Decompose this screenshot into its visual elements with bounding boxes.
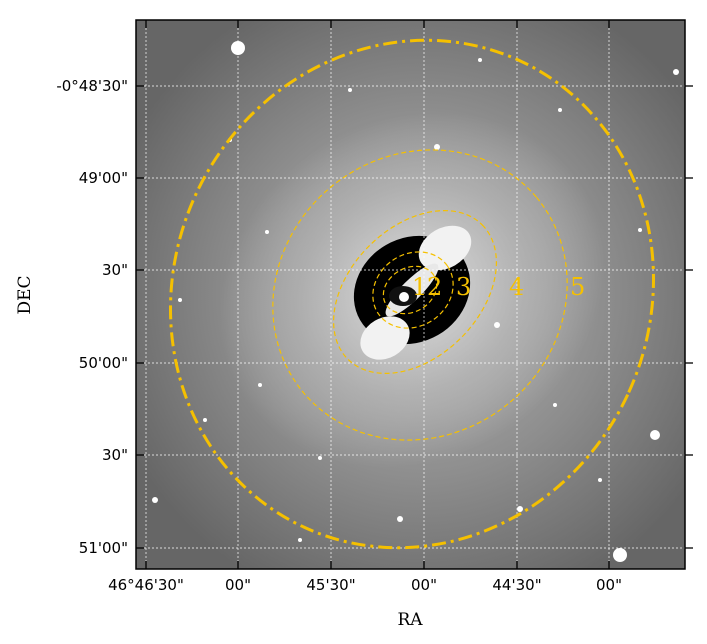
ring-label-1: 1 (412, 273, 427, 301)
y-axis-title: DEC (15, 275, 35, 314)
y-tick-label: -0°48'30" (56, 77, 128, 95)
galaxy-image: 1 2 3 4 5 (136, 20, 685, 569)
x-tick-label: 00" (596, 576, 622, 594)
x-tick-label: 46°46'30" (108, 576, 184, 594)
galaxy-core (353, 225, 472, 360)
contour-5 (168, 38, 656, 550)
y-tick-label: 30" (102, 446, 128, 464)
axis-ticks (136, 20, 693, 569)
ring-label-5: 5 (570, 273, 585, 301)
y-tick-labels: -0°48'30" 49'00" 30" 50'00" 30" 51'00" (56, 77, 128, 557)
isophote-contours (168, 38, 656, 550)
contour-3 (333, 210, 497, 374)
ring-label-4: 4 (509, 273, 524, 301)
contour-4 (272, 149, 568, 441)
plot-frame (135, 19, 686, 570)
contour-1 (382, 265, 438, 315)
ring-label-2: 2 (427, 273, 442, 301)
contour-2 (372, 251, 454, 329)
x-tick-label: 00" (225, 576, 251, 594)
y-tick-label: 50'00" (79, 354, 128, 372)
ring-label-3: 3 (456, 273, 471, 301)
x-tick-label: 00" (411, 576, 437, 594)
x-axis-title: RA (397, 610, 423, 630)
y-tick-label: 51'00" (79, 539, 128, 557)
y-tick-label: 30" (102, 261, 128, 279)
x-tick-label: 45'30" (306, 576, 355, 594)
ring-labels: 1 2 3 4 5 (412, 273, 585, 301)
background-stars (152, 41, 679, 562)
x-tick-label: 44'30" (492, 576, 541, 594)
x-tick-labels: 46°46'30" 00" 45'30" 00" 44'30" 00" (108, 576, 622, 594)
coordinate-grid (136, 20, 685, 569)
y-tick-label: 49'00" (79, 169, 128, 187)
